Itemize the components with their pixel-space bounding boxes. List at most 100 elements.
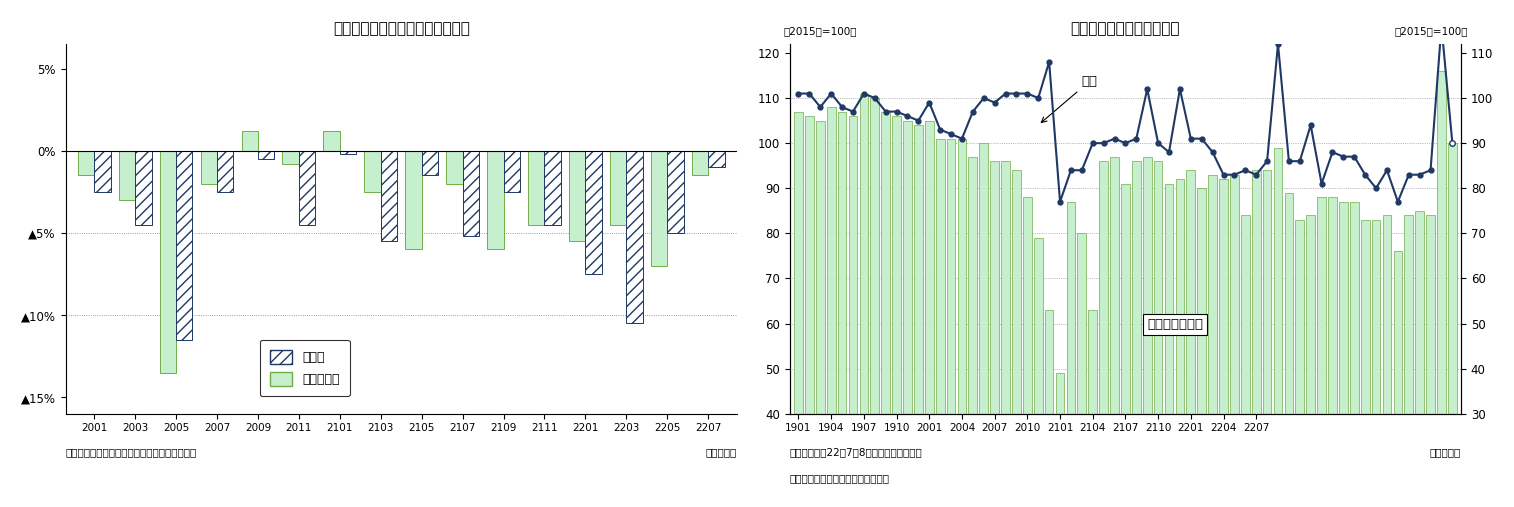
Bar: [1426, 215, 1435, 507]
Bar: [1164, 184, 1173, 507]
Bar: [1023, 197, 1031, 507]
Bar: [406, 151, 422, 249]
Bar: [298, 151, 315, 225]
Bar: [957, 138, 966, 507]
Bar: [837, 112, 846, 507]
Bar: [881, 112, 890, 507]
Bar: [946, 138, 955, 507]
Text: （注）生産の22年7、8月は予測指数で延長: （注）生産の22年7、8月は予測指数で延長: [790, 447, 922, 457]
Text: （2015年=100）: （2015年=100）: [1394, 26, 1467, 37]
Bar: [1045, 310, 1054, 507]
Bar: [217, 151, 233, 192]
Bar: [1393, 251, 1402, 507]
Bar: [201, 151, 217, 184]
Bar: [324, 131, 339, 151]
Bar: [1099, 161, 1108, 507]
Bar: [569, 151, 586, 241]
Text: （2015年=100）: （2015年=100）: [783, 26, 857, 37]
Bar: [849, 116, 857, 507]
Bar: [904, 121, 911, 507]
Bar: [1416, 211, 1425, 507]
Bar: [283, 151, 298, 164]
Bar: [1154, 161, 1163, 507]
Bar: [871, 98, 880, 507]
Bar: [627, 151, 643, 323]
Text: （年・月）: （年・月）: [706, 447, 737, 457]
Bar: [1011, 170, 1020, 507]
Bar: [1437, 71, 1446, 507]
Bar: [1307, 215, 1316, 507]
Bar: [692, 151, 709, 175]
Bar: [1447, 143, 1456, 507]
Bar: [1229, 175, 1238, 507]
Bar: [651, 151, 668, 266]
Bar: [1405, 215, 1413, 507]
Bar: [1273, 148, 1282, 507]
Bar: [488, 151, 504, 249]
Bar: [980, 143, 989, 507]
Bar: [447, 151, 463, 184]
Legend: 実現率, 予測修正率: 実現率, 予測修正率: [260, 340, 350, 396]
Bar: [339, 151, 356, 154]
Bar: [925, 121, 934, 507]
Bar: [1175, 179, 1184, 507]
Bar: [1263, 170, 1272, 507]
Bar: [365, 151, 380, 192]
Bar: [914, 125, 922, 507]
Bar: [257, 151, 274, 159]
Bar: [1338, 202, 1347, 507]
Bar: [1034, 238, 1043, 507]
Bar: [586, 151, 601, 274]
Bar: [1219, 179, 1228, 507]
Bar: [1208, 175, 1217, 507]
Bar: [1361, 220, 1370, 507]
Bar: [816, 121, 825, 507]
Title: 輸送機械の生産、在庫動向: 輸送機械の生産、在庫動向: [1070, 21, 1181, 36]
Bar: [118, 151, 135, 200]
Bar: [969, 157, 977, 507]
Bar: [94, 151, 111, 192]
Bar: [504, 151, 519, 192]
Bar: [1317, 197, 1326, 507]
Bar: [135, 151, 151, 225]
Text: （資料）経済産業省「鉱工業指数」: （資料）経済産業省「鉱工業指数」: [790, 473, 890, 483]
Bar: [709, 151, 725, 167]
Bar: [528, 151, 545, 225]
Bar: [668, 151, 684, 233]
Bar: [1350, 202, 1358, 507]
Bar: [545, 151, 560, 225]
Title: 最近の実現率、予測修正率の推移: 最近の実現率、予測修正率の推移: [333, 21, 469, 36]
Bar: [1187, 170, 1195, 507]
Bar: [463, 151, 478, 236]
Bar: [422, 151, 438, 175]
Bar: [1296, 220, 1304, 507]
Bar: [1089, 310, 1098, 507]
Bar: [805, 116, 813, 507]
Bar: [827, 107, 836, 507]
Bar: [380, 151, 397, 241]
Bar: [1284, 193, 1293, 507]
Bar: [1328, 197, 1337, 507]
Bar: [1120, 184, 1129, 507]
Bar: [610, 151, 627, 225]
Bar: [1078, 233, 1086, 507]
Bar: [1132, 161, 1140, 507]
Bar: [990, 161, 999, 507]
Bar: [1001, 161, 1010, 507]
Bar: [77, 151, 94, 175]
Bar: [1143, 157, 1152, 507]
Bar: [892, 116, 901, 507]
Bar: [1372, 220, 1381, 507]
Bar: [1066, 202, 1075, 507]
Bar: [1241, 215, 1249, 507]
Text: （年・月）: （年・月）: [1429, 447, 1461, 457]
Text: 生産: 生産: [1042, 75, 1098, 123]
Bar: [860, 94, 868, 507]
Bar: [1110, 157, 1119, 507]
Text: 在庫（右目盛）: 在庫（右目盛）: [1148, 318, 1204, 331]
Bar: [936, 138, 945, 507]
Bar: [1252, 170, 1261, 507]
Bar: [1198, 188, 1207, 507]
Bar: [176, 151, 192, 340]
Bar: [1055, 373, 1064, 507]
